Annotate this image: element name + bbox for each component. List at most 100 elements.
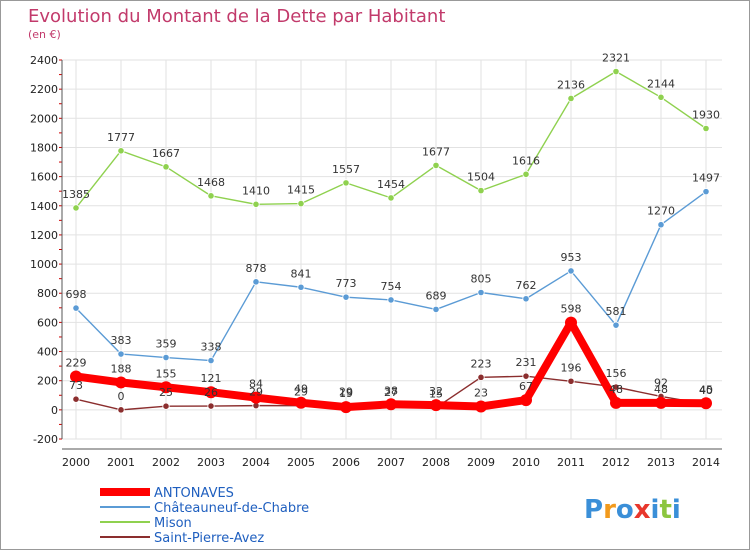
data-label: 1270 [647, 205, 675, 218]
data-label: 32 [429, 385, 443, 398]
data-label: 689 [426, 289, 447, 302]
data-point [430, 399, 442, 412]
x-tick-label: 2014 [692, 456, 720, 469]
data-label: 841 [291, 267, 312, 280]
x-tick-label: 2012 [602, 456, 630, 469]
y-tick-label: 400 [37, 346, 58, 359]
data-point [297, 199, 305, 208]
data-label: 2136 [557, 78, 585, 91]
data-label: 29 [249, 386, 263, 399]
logo-letter: i [651, 495, 660, 525]
data-point [117, 350, 125, 358]
data-label: 196 [561, 361, 582, 374]
data-label: 805 [471, 273, 492, 286]
data-point [657, 93, 665, 101]
x-tick-label: 2001 [107, 456, 135, 469]
data-point [612, 383, 620, 391]
y-tick-label: 1200 [30, 229, 58, 242]
data-label: 1677 [422, 145, 450, 158]
data-label: 1504 [467, 171, 495, 184]
data-point [385, 398, 397, 411]
unit-label: (en €) [28, 28, 61, 41]
data-point [477, 187, 485, 195]
data-point [162, 163, 170, 171]
data-point [522, 170, 530, 178]
data-point [477, 288, 485, 297]
y-tick-label: 1600 [30, 171, 58, 184]
y-tick-label: 1000 [30, 258, 58, 271]
y-tick-label: 200 [37, 375, 58, 388]
chart-title: Evolution du Montant de la Dette par Hab… [28, 6, 445, 27]
series-layer [70, 67, 712, 414]
legend-label: Saint-Pierre-Avez [154, 531, 264, 546]
data-point [477, 373, 485, 381]
data-point [565, 316, 577, 329]
data-point [252, 200, 260, 208]
data-label: 40 [699, 384, 713, 397]
data-label: 156 [606, 367, 627, 380]
data-point [702, 188, 710, 196]
data-label: 229 [66, 356, 87, 369]
data-label: 359 [156, 338, 177, 351]
data-label: 25 [159, 386, 173, 399]
proxiti-logo: Proxiti [584, 495, 681, 525]
data-label: 754 [381, 280, 402, 293]
y-tick-label: 2000 [30, 112, 58, 125]
data-label: 773 [336, 277, 357, 290]
data-label: 581 [606, 305, 627, 318]
x-tick-label: 2005 [287, 456, 315, 469]
data-label: 383 [111, 334, 132, 347]
x-tick-label: 2002 [152, 456, 180, 469]
data-label: 1930 [692, 109, 720, 122]
data-point [340, 401, 352, 414]
data-label: 29 [339, 386, 353, 399]
data-label: 1385 [62, 188, 90, 201]
data-point [387, 296, 395, 304]
data-label: 1468 [197, 176, 225, 189]
data-label: 84 [249, 378, 263, 391]
data-label: 1410 [242, 184, 270, 197]
data-label: 49 [294, 383, 308, 396]
data-point [657, 221, 665, 229]
logo-letter: i [672, 495, 681, 525]
data-point [117, 406, 125, 414]
x-tick-label: 2009 [467, 456, 495, 469]
x-tick-label: 2000 [62, 456, 90, 469]
x-tick-label: 2004 [242, 456, 270, 469]
data-point [522, 295, 530, 303]
data-label: 121 [201, 372, 222, 385]
x-tick-label: 2010 [512, 456, 540, 469]
data-label: 762 [516, 279, 537, 292]
y-tick-label: 2200 [30, 83, 58, 96]
data-label: 38 [384, 384, 398, 397]
data-label: 1777 [107, 131, 135, 144]
data-label: 27 [384, 386, 398, 399]
logo-letter: P [584, 495, 603, 525]
data-label: 2321 [602, 52, 630, 65]
data-point [342, 293, 350, 301]
data-label: 1497 [692, 172, 720, 185]
logo-text: Proxiti [584, 495, 681, 525]
data-point [655, 396, 667, 409]
data-label: 92 [654, 376, 668, 389]
data-point [207, 402, 215, 410]
data-label: 29 [294, 386, 308, 399]
data-label: 953 [561, 251, 582, 264]
data-point [297, 283, 305, 291]
logo-letter: t [659, 495, 671, 525]
data-label: 48 [654, 383, 668, 396]
data-label: 338 [201, 341, 222, 354]
legend-label: ANTONAVES [154, 486, 234, 501]
data-point [162, 353, 170, 362]
data-label: 73 [69, 379, 83, 392]
y-tick-label: 800 [37, 287, 58, 300]
data-point [72, 204, 80, 212]
data-point [387, 194, 395, 202]
data-label: 67 [519, 380, 533, 393]
data-label: 19 [339, 387, 353, 400]
y-tick-label: 1400 [30, 200, 58, 213]
data-point [612, 321, 620, 329]
